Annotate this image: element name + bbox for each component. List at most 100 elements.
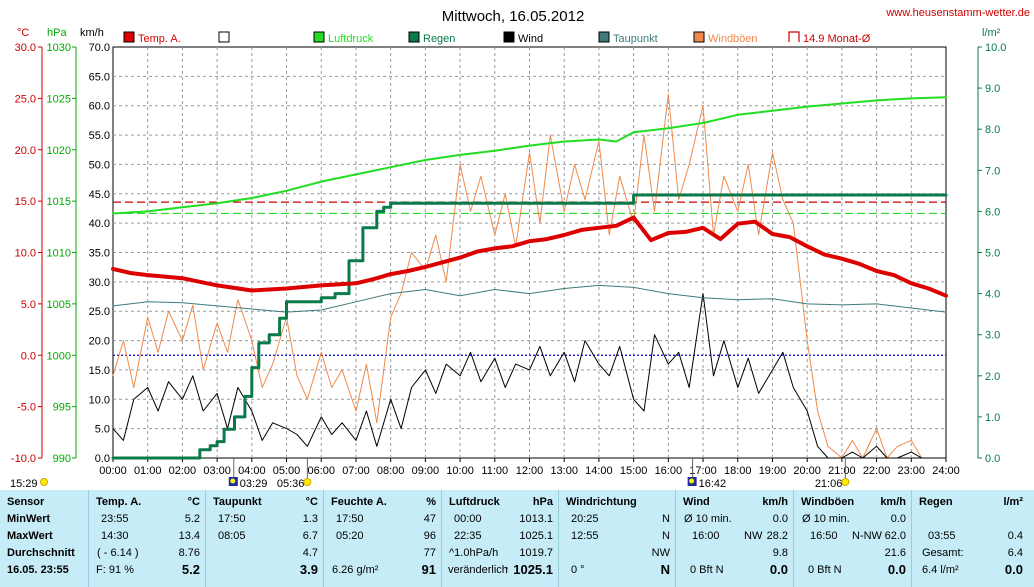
hum-min-value: 47: [423, 513, 436, 525]
moon-icon-dot: [230, 478, 236, 484]
header-wind: Wind: [683, 496, 710, 508]
dew-now-value: 3.9: [299, 562, 318, 577]
x-tick-label: 18:00: [724, 465, 752, 477]
legend-swatch: [408, 31, 420, 43]
x-tick-label: 13:00: [550, 465, 578, 477]
speed-tick-label: 70.0: [89, 42, 110, 54]
rain-tick-label: 8.0: [985, 124, 1000, 136]
hum-min-time: 17:50: [336, 513, 364, 525]
header-sensor: Sensor: [7, 496, 45, 508]
wind-now-bft: 0 Bft N: [690, 564, 724, 576]
rain-max-time: 03:55: [928, 530, 956, 542]
series-line-regen: [111, 193, 948, 460]
x-tick-label: 02:00: [169, 465, 197, 477]
rain-tick-label: 0.0: [985, 453, 1000, 465]
temp-max-time: 14:30: [101, 530, 129, 542]
temp-now-value: 5.2: [181, 562, 200, 577]
temp-tick-label: -5.0: [17, 402, 36, 414]
series-line-windb-en: [112, 93, 947, 459]
legend-swatch: [313, 31, 325, 43]
x-tick-label: 10:00: [446, 465, 474, 477]
dew-min-value: 1.3: [302, 513, 318, 525]
press-min-time: 00:00: [454, 513, 482, 525]
wind-min-value: 0.0: [772, 513, 788, 525]
temp-tick-label: 0.0: [21, 350, 36, 362]
wind-avg-value: 9.8: [772, 547, 788, 559]
weather-chart: Mittwoch, 16.05.2012 www.heusenstamm-wet…: [10, 7, 1030, 490]
header-dew-unit: °C: [305, 496, 318, 508]
legend-label: Temp. A.: [138, 33, 181, 45]
legend-label: Luftdruck: [328, 33, 374, 45]
hum-now-abs: 6.26 g/m²: [332, 564, 379, 576]
speed-axis-unit: km/h: [80, 27, 104, 39]
press-min-value: 1013.1: [519, 513, 553, 525]
temp-tick-label: 30.0: [15, 42, 36, 54]
series-line-wind: [112, 293, 947, 459]
legend-label: Windböen: [708, 33, 758, 45]
legend-swatch: [503, 31, 515, 43]
x-tick-label: 12:00: [516, 465, 544, 477]
press-tick-label: 990: [53, 453, 71, 465]
press-axis-unit: hPa: [47, 27, 67, 39]
speed-tick-label: 5.0: [95, 424, 110, 436]
dew-max-value: 6.7: [302, 530, 318, 542]
series-line-luftdruck: [112, 96, 947, 215]
rain-tick-label: 1.0: [985, 412, 1000, 424]
series-line-temp-a: [111, 215, 948, 298]
chart-title: Mittwoch, 16.05.2012: [442, 8, 585, 25]
x-tick-label: 04:00: [238, 465, 266, 477]
wind-max-time: 16:00: [692, 530, 720, 542]
temp-avg-delta: ( - 6.14 ): [97, 547, 139, 559]
row-label-max: MaxWert: [7, 530, 53, 542]
x-tick-label: 21:00: [828, 465, 856, 477]
hum-max-value: 96: [423, 530, 436, 542]
gust-avg-value: 21.6: [884, 547, 906, 559]
rain-total-value: 6.4: [1007, 547, 1023, 559]
dir-now-deg: 0 °: [571, 564, 585, 576]
header-wind-unit: km/h: [762, 496, 788, 508]
x-tick-label: 01:00: [134, 465, 162, 477]
legend-swatch: [218, 31, 230, 43]
press-tick-label: 1020: [47, 145, 71, 157]
temp-min-time: 23:55: [101, 513, 129, 525]
sun-icon: [303, 478, 312, 486]
speed-tick-label: 55.0: [89, 130, 110, 142]
press-tick-label: 1030: [47, 42, 71, 54]
wind-max-value: 28.2: [766, 530, 788, 542]
legend-swatch: [788, 31, 800, 42]
header-press-unit: hPa: [532, 496, 553, 508]
dir-now-value: N: [660, 562, 670, 577]
temp-tick-label: 10.0: [15, 248, 36, 260]
legend-label: Wind: [518, 33, 543, 45]
stats-table: Sensor MinWert MaxWert Durchschnitt 16.0…: [0, 490, 1034, 587]
sun-icon: [40, 478, 48, 486]
legend-swatch: [598, 31, 610, 43]
gust-max-time: 16:50: [810, 530, 838, 542]
rain-max-value: 0.4: [1007, 530, 1023, 542]
rain-tick-label: 6.0: [985, 206, 1000, 218]
dir-avg-value: NW: [651, 547, 670, 559]
dew-min-time: 17:50: [218, 513, 246, 525]
rain-tick-label: 7.0: [985, 165, 1000, 177]
temp-min-value: 5.2: [184, 513, 200, 525]
speed-tick-label: 30.0: [89, 277, 110, 289]
speed-tick-label: 40.0: [89, 218, 110, 230]
x-tick-label: 05:00: [273, 465, 301, 477]
speed-tick-label: 65.0: [89, 71, 110, 83]
temp-tick-label: -10.0: [11, 453, 36, 465]
speed-tick-label: 20.0: [89, 336, 110, 348]
header-temp: Temp. A.: [96, 496, 142, 508]
temp-now-hum: F: 91 %: [96, 564, 134, 576]
x-tick-label: 06:00: [307, 465, 335, 477]
row-label-min: MinWert: [7, 513, 51, 525]
x-tick-label: 03:00: [203, 465, 231, 477]
rain-tick-label: 4.0: [985, 289, 1000, 301]
header-temp-unit: °C: [187, 496, 200, 508]
speed-tick-label: 0.0: [95, 453, 110, 465]
header-press: Luftdruck: [449, 496, 500, 508]
axes: 00:00 01:00 02:00 03:00 04:00 05:00 06:00 07:00…: [11, 42, 1007, 477]
press-tick-label: 1005: [47, 299, 71, 311]
dir-max-time: 12:55: [571, 530, 599, 542]
dir-max-value: N: [662, 530, 670, 542]
x-tick-label: 14:00: [585, 465, 613, 477]
